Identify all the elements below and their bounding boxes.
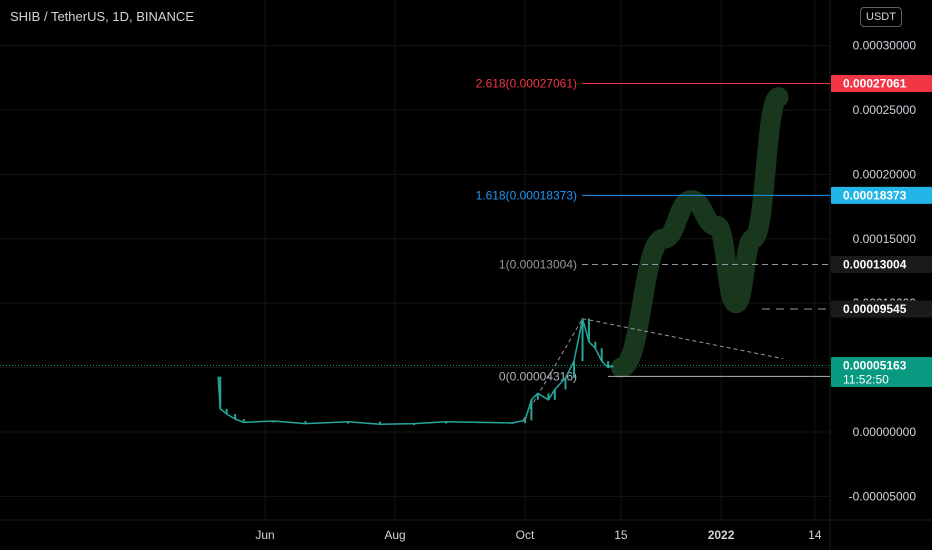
price-badge[interactable]	[831, 186, 932, 204]
candle[interactable]	[479, 421, 482, 424]
candle[interactable]	[445, 421, 448, 424]
projection-path[interactable]	[610, 87, 789, 378]
price-badge[interactable]	[831, 256, 932, 274]
candle[interactable]	[553, 389, 556, 400]
y-tick-label: 0.00020000	[853, 167, 917, 181]
x-tick-label: Oct	[516, 528, 535, 542]
candle[interactable]	[581, 318, 584, 362]
y-tick-label: -0.00005000	[849, 489, 917, 503]
candle[interactable]	[524, 420, 526, 423]
countdown-label: 11:52:50	[843, 373, 889, 387]
plot-area[interactable]: 0(0.00004316) 1(0.00013004) 1.618(0.000183…	[0, 76, 830, 426]
price-badge-label: 0.00018373	[843, 188, 907, 202]
candle[interactable]	[234, 413, 237, 420]
candle[interactable]	[607, 361, 610, 368]
candle[interactable]	[587, 318, 590, 342]
candle[interactable]	[511, 422, 514, 424]
candle[interactable]	[242, 419, 245, 423]
candle[interactable]	[611, 365, 614, 368]
price-badge[interactable]	[831, 357, 932, 388]
fib-label-1: 1(0.00013004)	[499, 258, 577, 272]
x-tick-label: 15	[614, 528, 628, 542]
price-badge[interactable]	[831, 300, 932, 318]
x-tick-label: Aug	[384, 528, 405, 542]
y-tick-label: 0.00030000	[853, 39, 917, 53]
x-tick-label: 2022	[708, 528, 735, 542]
candle[interactable]	[564, 377, 567, 390]
candle[interactable]	[379, 421, 382, 425]
time-axis[interactable]: Jun Aug Oct 15 2022 14	[255, 528, 822, 542]
currency-button[interactable]: USDT	[860, 7, 902, 27]
price-axis[interactable]: 0.00030000 0.00025000 0.00020000 0.00015000…	[831, 39, 932, 504]
candle[interactable]	[536, 393, 539, 400]
fib-label-1.618: 1.618(0.00018373)	[476, 188, 577, 202]
price-badge-label: 0.00009545	[843, 302, 907, 316]
x-tick-label: 14	[808, 528, 822, 542]
candle[interactable]	[347, 421, 350, 424]
candle[interactable]	[547, 393, 550, 400]
fib-label-0: 0(0.00004316)	[499, 369, 577, 383]
x-tick-label: Jun	[255, 528, 274, 542]
price-badge-label: 0.00005163	[843, 359, 907, 373]
candle[interactable]	[272, 421, 275, 423]
price-badge[interactable]	[831, 74, 932, 92]
price-badge-label: 0.00027061	[843, 76, 907, 90]
y-tick-label: 0.00000000	[853, 425, 917, 439]
fib-label-2.618: 2.618(0.00027061)	[476, 76, 577, 90]
fib-anchor-line[interactable]	[522, 318, 583, 421]
candle[interactable]	[413, 423, 416, 426]
candle[interactable]	[304, 421, 307, 424]
y-tick-label: 0.00025000	[853, 103, 917, 117]
y-tick-label: 0.00015000	[853, 232, 917, 246]
symbol-title[interactable]: SHIB / TetherUS, 1D, BINANCE	[10, 9, 194, 24]
price-series-line[interactable]	[217, 318, 613, 426]
candle[interactable]	[530, 399, 533, 421]
candle[interactable]	[219, 376, 222, 409]
candle[interactable]	[600, 348, 603, 362]
price-badge-label: 0.00013004	[843, 258, 907, 272]
candle[interactable]	[573, 361, 576, 378]
trend-line[interactable]	[582, 318, 783, 360]
candle[interactable]	[594, 341, 597, 349]
candle[interactable]	[225, 408, 228, 414]
